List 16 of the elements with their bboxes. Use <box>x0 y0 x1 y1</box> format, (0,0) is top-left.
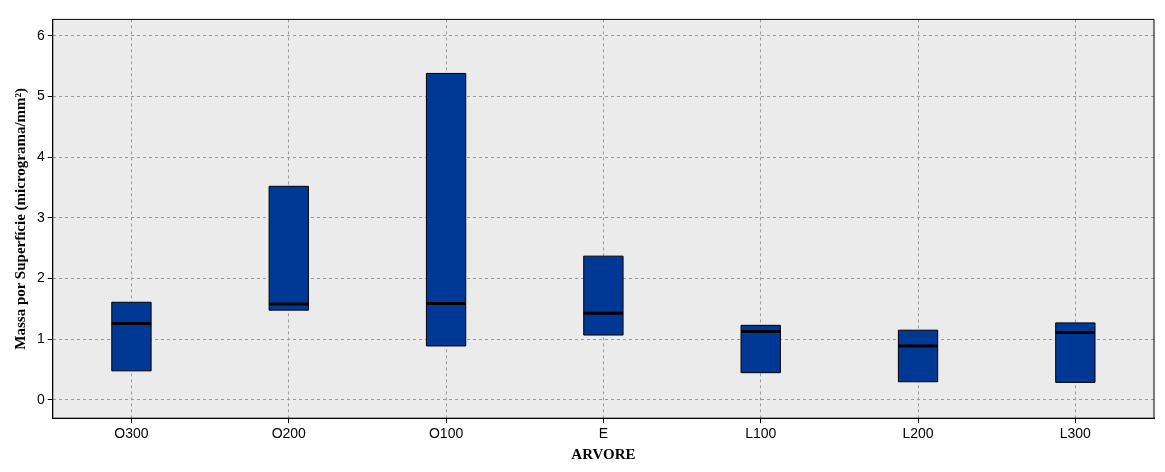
y-tick-label: 2 <box>36 269 45 286</box>
x-tick-label: O300 <box>114 425 149 442</box>
x-axis-title: ARVORE <box>571 445 636 462</box>
x-tick-label: L100 <box>745 425 777 442</box>
y-tick-label: 6 <box>36 26 45 43</box>
x-tick-label: L200 <box>902 425 934 442</box>
y-axis-title: Massa por Superfície (micrograma/mm²) <box>11 87 29 350</box>
y-tick-label: 4 <box>36 148 45 165</box>
y-tick-label: 1 <box>36 330 45 347</box>
x-tick-label: E <box>598 425 609 442</box>
x-tick-label: O200 <box>271 425 307 442</box>
y-tick-label: 3 <box>36 208 45 225</box>
y-tick-label: 0 <box>36 390 45 407</box>
x-tick-label: O100 <box>428 425 464 442</box>
y-tick-label: 5 <box>36 87 45 104</box>
x-tick-label: L300 <box>1059 425 1092 442</box>
